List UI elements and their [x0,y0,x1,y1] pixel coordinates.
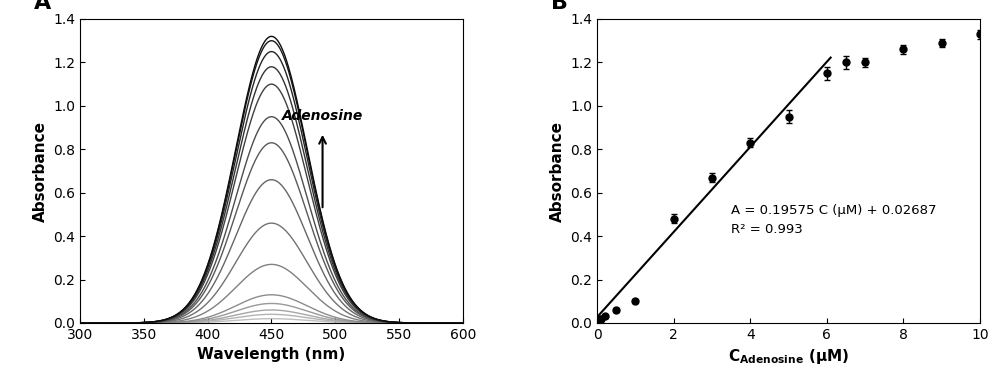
Text: B: B [551,0,568,13]
X-axis label: $\mathbf{C_{Adenosine}}$ $\mathbf{(\mu M)}$: $\mathbf{C_{Adenosine}}$ $\mathbf{(\mu M… [728,347,849,366]
Y-axis label: Absorbance: Absorbance [550,120,565,222]
Text: A = 0.19575 C (μM) + 0.02687
R² = 0.993: A = 0.19575 C (μM) + 0.02687 R² = 0.993 [731,204,937,236]
Y-axis label: Absorbance: Absorbance [33,120,48,222]
Text: A: A [34,0,51,13]
X-axis label: Wavelength (nm): Wavelength (nm) [197,347,346,363]
Text: Adenosine: Adenosine [282,109,363,123]
